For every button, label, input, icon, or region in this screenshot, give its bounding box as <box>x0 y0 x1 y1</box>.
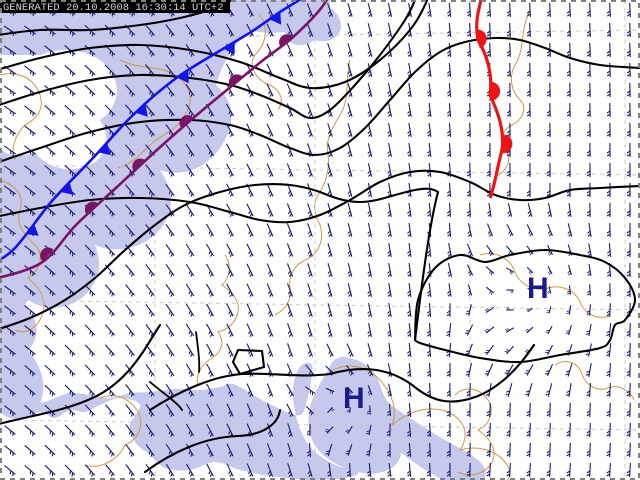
svg-text:H: H <box>527 272 549 305</box>
svg-text:H: H <box>343 382 365 415</box>
svg-text:GENERATED 20.10.2008 16:30:14: GENERATED 20.10.2008 16:30:14 UTC+2 <box>3 2 224 14</box>
